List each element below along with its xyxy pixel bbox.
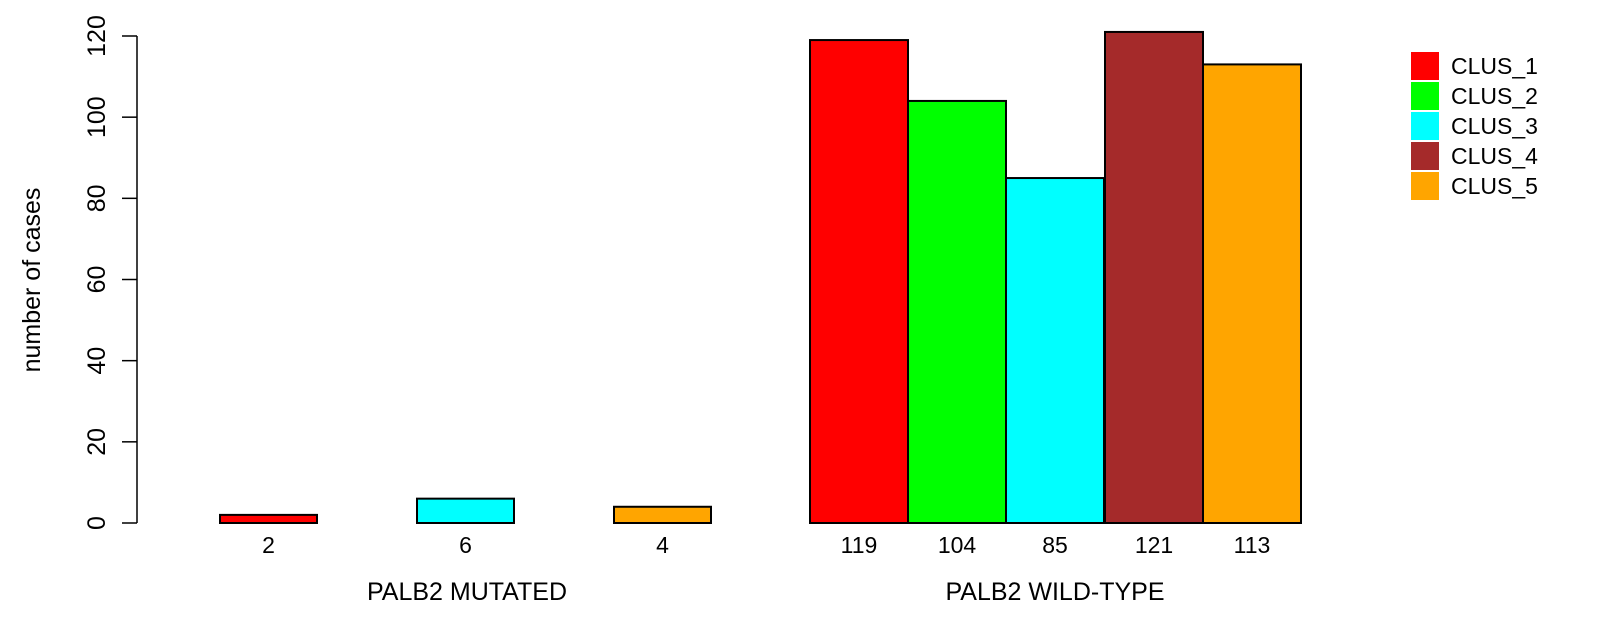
y-tick-label: 40 xyxy=(83,347,111,375)
y-tick-label: 0 xyxy=(83,516,111,530)
legend-label: CLUS_4 xyxy=(1451,143,1538,169)
legend-label: CLUS_5 xyxy=(1451,173,1538,199)
y-tick-label: 20 xyxy=(83,428,111,456)
group-label: PALB2 WILD-TYPE xyxy=(945,578,1164,606)
bar-value-label: 119 xyxy=(841,532,878,558)
y-tick-label: 60 xyxy=(83,266,111,294)
panel-2: 119 104 85 121 113 PALB2 WILD-TYPE xyxy=(809,30,1302,606)
bar-value-label: 104 xyxy=(938,532,977,558)
bar-value-label: 6 xyxy=(459,532,472,558)
bar-clus-2 xyxy=(907,99,1007,525)
legend-label: CLUS_2 xyxy=(1451,83,1538,109)
legend-label: CLUS_1 xyxy=(1451,53,1538,79)
panel-1: 2 6 4 PALB2 MUTATED xyxy=(219,497,712,606)
y-tick-label: 80 xyxy=(83,184,111,212)
group-label: PALB2 MUTATED xyxy=(367,578,567,606)
bar-clus-3 xyxy=(1005,177,1105,525)
bar-value-label: 121 xyxy=(1135,532,1173,558)
legend-swatch xyxy=(1411,52,1439,80)
chart-panels: 2 6 4 PALB2 MUTATED 119 104 85 121 113 PALB2 WILD… xyxy=(219,30,1302,606)
bar-value-label: 4 xyxy=(656,532,669,558)
bar-value-label: 2 xyxy=(262,532,275,558)
bar-clus-5 xyxy=(613,505,712,524)
bar-clus-4 xyxy=(1104,30,1204,524)
bar-value-label: 113 xyxy=(1234,532,1271,558)
legend-label: CLUS_3 xyxy=(1451,113,1538,139)
legend-swatch xyxy=(1411,112,1439,140)
y-axis-title: number of cases xyxy=(18,188,46,373)
legend-swatch xyxy=(1411,142,1439,170)
y-tick-label: 100 xyxy=(83,96,111,138)
bar-clus-3 xyxy=(416,497,515,524)
legend-swatch xyxy=(1411,82,1439,110)
bar-value-label: 85 xyxy=(1042,532,1068,558)
y-axis: 0 20 40 60 80 100 120 xyxy=(83,15,138,530)
y-tick-label: 120 xyxy=(83,15,111,57)
bar-clus-5 xyxy=(1202,63,1302,525)
legend-swatch xyxy=(1411,172,1439,200)
bar-clus-1 xyxy=(809,39,909,525)
bar-clus-1 xyxy=(219,513,318,525)
legend: CLUS_1 CLUS_2 CLUS_3 CLUS_4 CLUS_5 xyxy=(1411,52,1538,200)
